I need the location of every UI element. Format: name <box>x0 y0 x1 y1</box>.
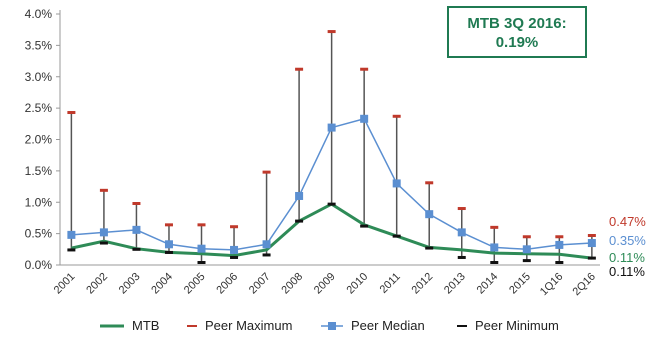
legend-item-peer-median: Peer Median <box>321 318 425 333</box>
legend-swatch-peer-max <box>187 324 197 327</box>
peer-median-marker <box>327 123 336 132</box>
x-tick-label: 2014 <box>475 271 501 297</box>
y-tick-label: 1.5% <box>25 164 53 178</box>
x-tick-label: 2006 <box>214 271 240 297</box>
y-tick-label: 3.0% <box>25 70 53 84</box>
legend-swatch-mtb <box>100 324 124 327</box>
x-tick-label: 2005 <box>182 271 208 297</box>
range-lines <box>70 31 593 263</box>
callout-box: MTB 3Q 2016: 0.19% <box>447 6 587 58</box>
legend-item-mtb: MTB <box>100 318 159 333</box>
peer-median-marker <box>197 244 206 253</box>
x-tick-label: 2015 <box>507 271 533 297</box>
series-layer <box>67 30 596 264</box>
end-labels: 0.47% 0.35% 0.11%0.11% <box>609 214 646 279</box>
peer-median-marker <box>587 239 596 248</box>
x-tick-label: 2011 <box>378 271 403 296</box>
peer-median-marker <box>67 230 76 239</box>
peer-median-marker <box>425 210 434 219</box>
legend-label-peer-median: Peer Median <box>351 318 425 333</box>
x-tick-label: 2002 <box>84 271 110 297</box>
legend-item-peer-min: Peer Minimum <box>457 318 559 333</box>
peer-median-marker <box>360 114 369 123</box>
x-tick-label: 2012 <box>410 271 436 297</box>
series-line-mtb <box>71 202 593 260</box>
legend-swatch-peer-median <box>321 321 343 330</box>
end-label: 0.11% <box>609 250 645 265</box>
end-label: 0.11% <box>609 264 645 279</box>
legend-swatch-peer-min <box>457 324 467 327</box>
end-label: 0.47% <box>609 214 646 229</box>
x-tick-label: 2001 <box>52 271 78 297</box>
y-tick-label: 2.5% <box>25 101 53 115</box>
x-tick-label: 2010 <box>344 271 370 297</box>
peer-median-marker <box>230 245 239 254</box>
x-tick-label: 2008 <box>279 271 305 297</box>
peer-median-marker <box>132 225 141 234</box>
y-tick-label: 0.5% <box>25 227 53 241</box>
legend-item-peer-max: Peer Maximum <box>187 318 292 333</box>
y-tick-label: 0.0% <box>25 258 53 272</box>
x-tick-label: 2003 <box>117 271 143 297</box>
x-tick-label: 2009 <box>312 271 338 297</box>
x-tick-label: 2007 <box>247 271 273 297</box>
peer-median-marker <box>164 240 173 249</box>
legend: MTB Peer Maximum Peer Median Peer Minimu… <box>95 318 615 338</box>
y-tick-label: 2.0% <box>25 133 53 147</box>
peer-median-marker <box>392 179 401 188</box>
x-tick-label: 2004 <box>149 271 175 297</box>
legend-label-mtb: MTB <box>132 318 160 333</box>
x-tick-label: 1Q16 <box>538 271 566 299</box>
peer-median-marker <box>457 228 466 237</box>
callout-line1: MTB 3Q 2016: <box>467 15 567 32</box>
end-label: 0.35% <box>609 233 646 248</box>
peer-median-marker <box>522 245 531 254</box>
peer-median-marker <box>490 243 499 252</box>
y-tick-label: 4.0% <box>25 7 53 21</box>
peer-median-marker <box>262 240 271 249</box>
peer-median-marker <box>555 240 564 249</box>
peer-median-marker <box>295 191 304 200</box>
x-tick-label: 2Q16 <box>570 271 598 299</box>
y-tick-label: 3.5% <box>25 38 53 52</box>
x-tick-label: 2013 <box>442 271 468 297</box>
y-tick-label: 1.0% <box>25 195 53 209</box>
legend-label-peer-min: Peer Minimum <box>475 318 559 333</box>
peer-median-marker <box>99 228 108 237</box>
callout-line2: 0.19% <box>495 34 539 51</box>
legend-label-peer-max: Peer Maximum <box>205 318 293 333</box>
